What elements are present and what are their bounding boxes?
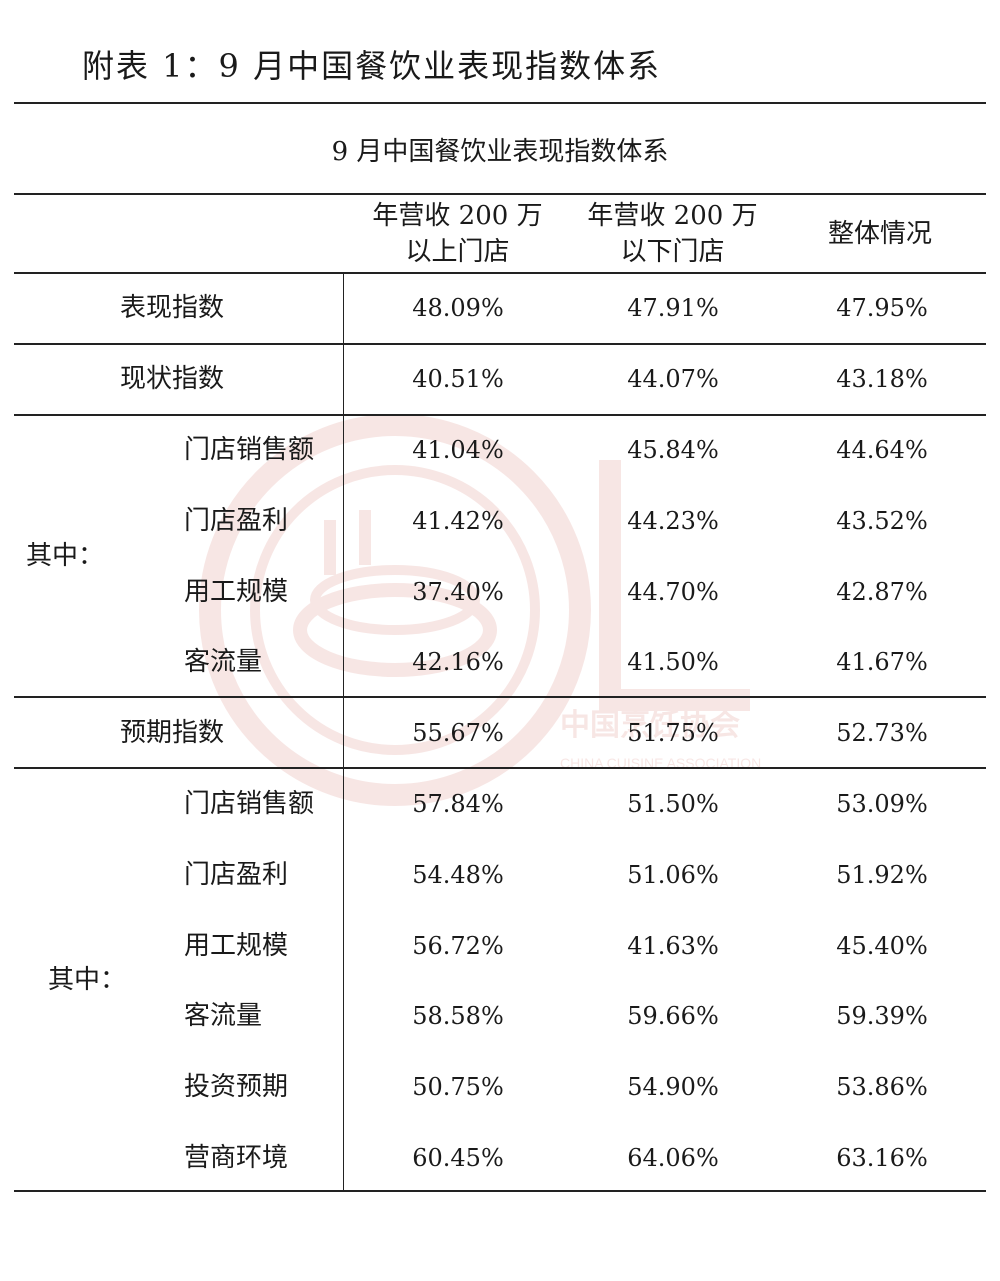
header-bottom-line xyxy=(14,272,986,274)
row-label: 用工规模 xyxy=(184,931,289,961)
row-value: 47.95% xyxy=(836,294,928,322)
row-value: 64.06% xyxy=(627,1144,719,1172)
row-value: 60.45% xyxy=(412,1144,504,1172)
row-label: 预期指数 xyxy=(120,718,225,748)
row-value: 51.06% xyxy=(627,861,719,889)
column-header-above-2m: 年营收 200 万 以上门店 xyxy=(350,198,565,270)
row-value: 42.87% xyxy=(836,578,928,606)
row-value: 41.50% xyxy=(627,648,719,676)
row-value: 43.52% xyxy=(836,507,928,535)
page-title: 附表 1：9 月中国餐饮业表现指数体系 xyxy=(82,47,662,85)
header-top-line xyxy=(14,193,986,195)
row-value: 54.48% xyxy=(412,861,504,889)
row-label: 客流量 xyxy=(184,1001,263,1031)
column-header-below-2m: 年营收 200 万 以下门店 xyxy=(565,198,780,270)
row-value: 48.09% xyxy=(412,294,504,322)
row-label: 营商环境 xyxy=(184,1143,289,1173)
column-header-line: 年营收 200 万 xyxy=(372,201,543,231)
row-value: 45.40% xyxy=(836,932,928,960)
column-header-line: 整体情况 xyxy=(827,219,932,249)
row-value: 52.73% xyxy=(836,719,928,747)
row-value: 51.50% xyxy=(627,790,719,818)
row-value: 41.67% xyxy=(836,648,928,676)
row-value: 56.72% xyxy=(412,932,504,960)
row-label: 门店销售额 xyxy=(184,435,315,465)
row-value: 47.91% xyxy=(627,294,719,322)
table-bottom-rule xyxy=(14,1190,986,1192)
row-value: 53.86% xyxy=(836,1073,928,1101)
row-label: 表现指数 xyxy=(120,293,225,323)
row-divider xyxy=(14,696,986,698)
group-label-expected: 其中： xyxy=(48,965,127,995)
row-value: 44.64% xyxy=(836,436,928,464)
row-divider xyxy=(14,414,986,416)
column-divider xyxy=(343,272,344,1190)
row-value: 40.51% xyxy=(412,365,504,393)
row-label: 门店盈利 xyxy=(184,506,289,536)
row-value: 44.07% xyxy=(627,365,719,393)
table-caption: 9 月中国餐饮业表现指数体系 xyxy=(331,137,669,167)
row-value: 59.39% xyxy=(836,1002,928,1030)
row-value: 41.04% xyxy=(412,436,504,464)
row-label: 投资预期 xyxy=(184,1072,289,1102)
row-value: 51.75% xyxy=(627,719,719,747)
row-value: 43.18% xyxy=(836,365,928,393)
row-value: 50.75% xyxy=(412,1073,504,1101)
row-label: 门店盈利 xyxy=(184,860,289,890)
group-label-current: 其中： xyxy=(26,541,105,571)
row-value: 45.84% xyxy=(627,436,719,464)
row-value: 51.92% xyxy=(836,861,928,889)
row-value: 41.42% xyxy=(412,507,504,535)
column-header-line: 以上门店 xyxy=(405,237,510,267)
row-value: 44.70% xyxy=(627,578,719,606)
row-divider xyxy=(14,767,986,769)
row-value: 41.63% xyxy=(627,932,719,960)
row-value: 44.23% xyxy=(627,507,719,535)
row-value: 53.09% xyxy=(836,790,928,818)
row-label: 用工规模 xyxy=(184,577,289,607)
column-header-line: 年营收 200 万 xyxy=(587,201,758,231)
row-value: 63.16% xyxy=(836,1144,928,1172)
column-header-line: 以下门店 xyxy=(620,237,725,267)
table-top-rule xyxy=(14,102,986,104)
row-value: 54.90% xyxy=(627,1073,719,1101)
row-value: 42.16% xyxy=(412,648,504,676)
row-value: 55.67% xyxy=(412,719,504,747)
row-label: 门店销售额 xyxy=(184,789,315,819)
row-value: 37.40% xyxy=(412,578,504,606)
row-label: 客流量 xyxy=(184,647,263,677)
row-value: 58.58% xyxy=(412,1002,504,1030)
row-value: 59.66% xyxy=(627,1002,719,1030)
row-value: 57.84% xyxy=(412,790,504,818)
row-divider xyxy=(14,343,986,345)
column-header-overall: 整体情况 xyxy=(780,216,980,252)
row-label: 现状指数 xyxy=(120,364,225,394)
